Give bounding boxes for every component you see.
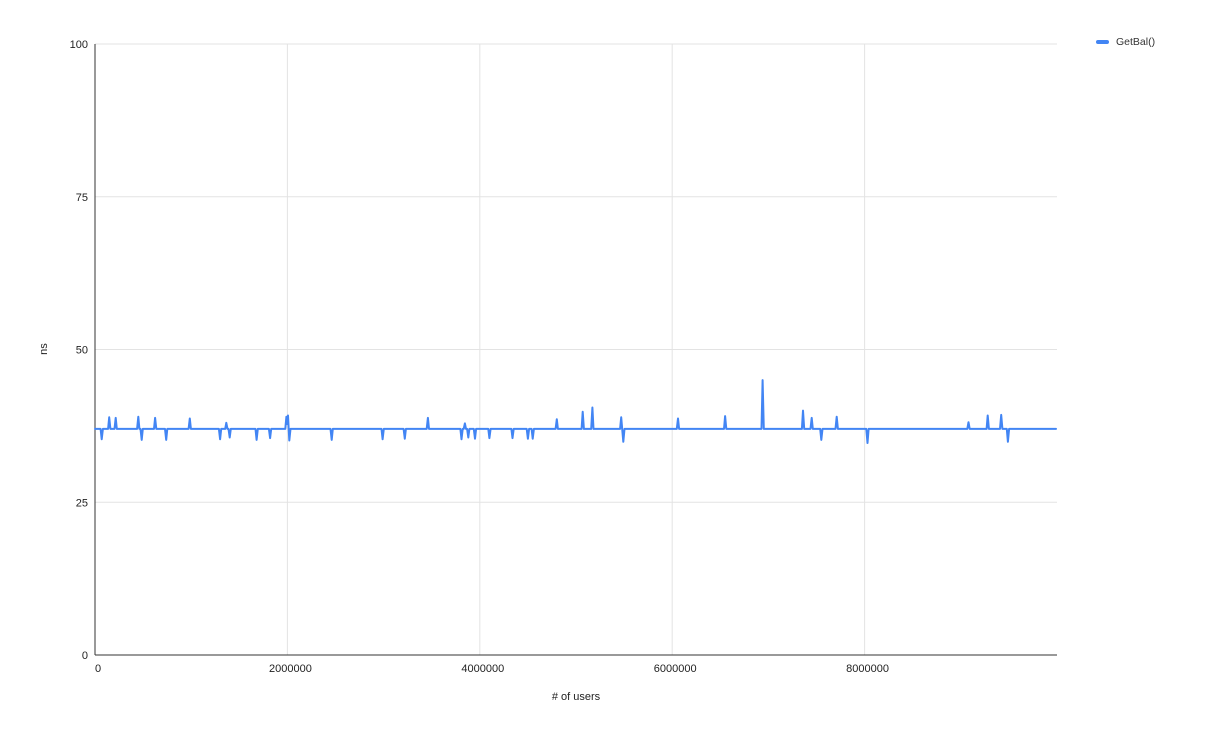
legend-series-label: GetBal()	[1116, 36, 1156, 48]
x-tick-label: 8000000	[846, 663, 889, 675]
y-tick-label: 75	[76, 192, 88, 204]
y-tick-label: 25	[76, 497, 88, 509]
x-tick-label: 6000000	[654, 663, 697, 675]
x-tick-label: 0	[95, 663, 101, 675]
y-tick-label: 0	[82, 650, 88, 662]
series-line	[94, 379, 1057, 444]
legend-series-marker-icon	[1096, 40, 1109, 44]
y-tick-label: 50	[76, 345, 88, 357]
x-tick-label: 4000000	[461, 663, 504, 675]
y-axis-title: ns	[38, 343, 50, 355]
x-axis-title: # of users	[551, 691, 601, 703]
legend: GetBal()	[1096, 36, 1155, 48]
y-tick-label: 100	[70, 39, 88, 51]
legend-item-getbal[interactable]: GetBal()	[1096, 36, 1155, 48]
x-tick-label: 2000000	[269, 663, 312, 675]
